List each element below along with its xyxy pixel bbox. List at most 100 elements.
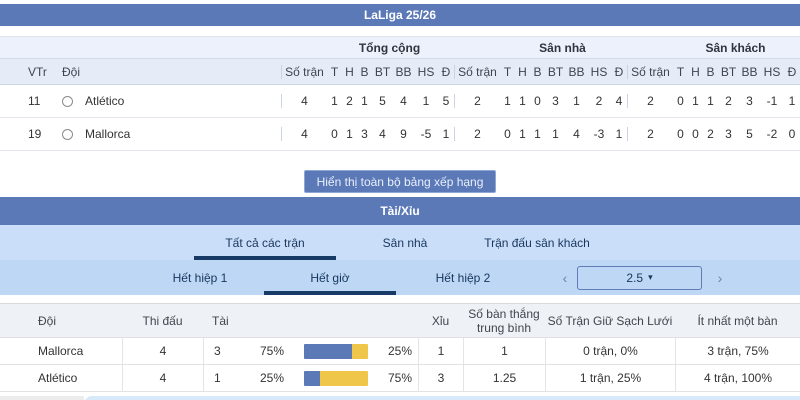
stat-cell: -5 bbox=[420, 127, 432, 141]
over-cell: 1 25% 75% bbox=[203, 365, 418, 391]
stat-cell: 0 bbox=[677, 127, 684, 141]
stat-cell: 1 bbox=[788, 94, 796, 108]
league-header-bar: LaLiga 25/26 bbox=[0, 4, 800, 26]
over-under-header-row: Đội Thi đấu Tài Xỉu Số bàn thắng trung b… bbox=[0, 303, 800, 338]
col-wins: T bbox=[330, 64, 339, 79]
next-section-tab-partial bbox=[0, 396, 84, 400]
stats-home: 2 1 1 0 3 1 2 4 bbox=[454, 94, 627, 108]
col-draws: H bbox=[518, 64, 527, 79]
stat-cell: 2 bbox=[647, 127, 654, 141]
over-count: 1 bbox=[214, 371, 221, 385]
tab-home-matches[interactable]: Sân nhà bbox=[382, 235, 428, 250]
standings-column-header-row: VTr Đội Số trận T H B BT BB HS Đ Số trận… bbox=[0, 58, 800, 85]
stat-cell: 5 bbox=[746, 127, 753, 141]
line-next-arrow[interactable]: › bbox=[717, 269, 723, 286]
col-points: Đ bbox=[787, 64, 797, 79]
avg-goals-value: 1.25 bbox=[463, 365, 545, 391]
tab-first-half[interactable]: Hết hiệp 1 bbox=[172, 270, 228, 285]
rank-value: 19 bbox=[28, 127, 42, 141]
goal-line-select[interactable]: 2.5 ▾ bbox=[577, 265, 702, 290]
standings-row-mallorca: 19 Mallorca 4 0 1 3 4 9 -5 1 2 0 1 1 1 4… bbox=[0, 118, 800, 151]
stat-cell: 1 bbox=[504, 94, 511, 108]
tab-away-matches[interactable]: Trận đấu sân khách bbox=[484, 235, 590, 250]
team-logo-circle-icon bbox=[61, 128, 73, 140]
next-section-bar-partial bbox=[84, 396, 800, 400]
stat-cell: -2 bbox=[766, 127, 778, 141]
col-goals-against: BB bbox=[741, 64, 758, 79]
standings-table: Tổng cộng Sân nhà Sân khách VTr Đội Số t… bbox=[0, 36, 800, 151]
over-under-table: Đội Thi đấu Tài Xỉu Số bàn thắng trung b… bbox=[0, 303, 800, 392]
team-name: Atlético bbox=[85, 94, 125, 108]
over-percent: 75% bbox=[259, 344, 285, 358]
stat-cell: 4 bbox=[301, 127, 308, 141]
col-matches: Số trận bbox=[458, 64, 497, 79]
under-count: 1 bbox=[418, 338, 463, 364]
stat-cell: 3 bbox=[746, 94, 753, 108]
tab-second-half[interactable]: Hết hiệp 2 bbox=[435, 270, 491, 285]
col-draws: H bbox=[691, 64, 700, 79]
col-points: Đ bbox=[614, 64, 624, 79]
venue-tab-row: Tất cả các trận Sân nhà Trận đấu sân khá… bbox=[0, 225, 800, 260]
stat-cell: 1 bbox=[519, 94, 526, 108]
at-least-one-goal-value: 4 trận, 100% bbox=[675, 365, 800, 391]
stat-cell: 0 bbox=[331, 127, 338, 141]
stat-cell: 4 bbox=[400, 94, 407, 108]
stat-cell: 0 bbox=[504, 127, 511, 141]
show-full-standings-button[interactable]: Hiển thị toàn bộ bảng xếp hạng bbox=[303, 170, 497, 193]
over-cell: 3 75% 25% bbox=[203, 338, 418, 364]
stat-cell: 5 bbox=[379, 94, 386, 108]
stat-cell: 1 bbox=[361, 94, 368, 108]
stat-cell: 2 bbox=[707, 127, 714, 141]
team-name: Mallorca bbox=[85, 127, 131, 141]
tab-full-time[interactable]: Hết giờ bbox=[260, 260, 400, 295]
stat-cell: 1 bbox=[534, 127, 541, 141]
bar-over-segment bbox=[304, 370, 320, 386]
stat-cols-home: Số trận T H B BT BB HS Đ bbox=[454, 64, 627, 79]
col-goals-against: BB bbox=[568, 64, 585, 79]
stat-cell: 4 bbox=[615, 94, 623, 108]
stat-cell: 5 bbox=[442, 94, 450, 108]
bar-over-segment bbox=[304, 343, 352, 359]
stat-cell: 0 bbox=[692, 127, 699, 141]
over-under-row-mallorca: Mallorca 4 3 75% 25% 1 1 0 trận, 0% 3 tr… bbox=[0, 338, 800, 365]
goal-line-value: 2.5 bbox=[626, 270, 644, 285]
at-least-one-goal-value: 3 trận, 75% bbox=[675, 338, 800, 364]
stat-cols-total: Số trận T H B BT BB HS Đ bbox=[281, 64, 454, 79]
stats-total: 4 0 1 3 4 9 -5 1 bbox=[281, 127, 454, 141]
stat-cell: 0 bbox=[534, 94, 541, 108]
stat-cell: 2 bbox=[474, 94, 481, 108]
bar-under-segment bbox=[320, 370, 368, 386]
stat-cell: 1 bbox=[707, 94, 714, 108]
stats-home: 2 0 1 1 1 4 -3 1 bbox=[454, 127, 627, 141]
col-under: Xỉu bbox=[431, 313, 450, 328]
stat-cols-away: Số trận T H B BT BB HS Đ bbox=[627, 64, 800, 79]
col-draws: H bbox=[345, 64, 354, 79]
stat-cell: 1 bbox=[442, 127, 450, 141]
period-tab-row: Hết hiệp 1 Hết giờ Hết hiệp 2 ‹ 2.5 ▾ › bbox=[0, 260, 800, 295]
team-logo-circle-icon bbox=[61, 95, 73, 107]
line-prev-arrow[interactable]: ‹ bbox=[562, 269, 568, 286]
col-goal-diff: HS bbox=[590, 64, 608, 79]
col-losses: B bbox=[706, 64, 715, 79]
over-under-bar bbox=[304, 343, 368, 359]
stat-cell: 3 bbox=[361, 127, 368, 141]
standings-row-atletico: 11 Atlético 4 1 2 1 5 4 1 5 2 1 1 0 3 1 … bbox=[0, 85, 800, 118]
clean-sheets-value: 0 trận, 0% bbox=[545, 338, 675, 364]
stat-cell: 2 bbox=[725, 94, 732, 108]
stat-cell: 1 bbox=[331, 94, 338, 108]
stat-cell: 1 bbox=[346, 127, 353, 141]
col-losses: B bbox=[360, 64, 369, 79]
over-under-header-bar: Tài/Xỉu bbox=[0, 197, 800, 225]
chevron-down-icon: ▾ bbox=[648, 272, 653, 282]
played-value: 4 bbox=[122, 365, 203, 391]
stat-cell: 3 bbox=[552, 94, 559, 108]
stat-cell: 9 bbox=[400, 127, 407, 141]
over-percent: 25% bbox=[259, 371, 285, 385]
stat-cell: 1 bbox=[573, 94, 580, 108]
bar-under-segment bbox=[352, 343, 368, 359]
col-goals-for: BT bbox=[547, 64, 564, 79]
avg-goals-value: 1 bbox=[463, 338, 545, 364]
tab-all-matches[interactable]: Tất cả các trận bbox=[190, 225, 340, 260]
stat-cell: 2 bbox=[647, 94, 654, 108]
col-wins: T bbox=[503, 64, 512, 79]
